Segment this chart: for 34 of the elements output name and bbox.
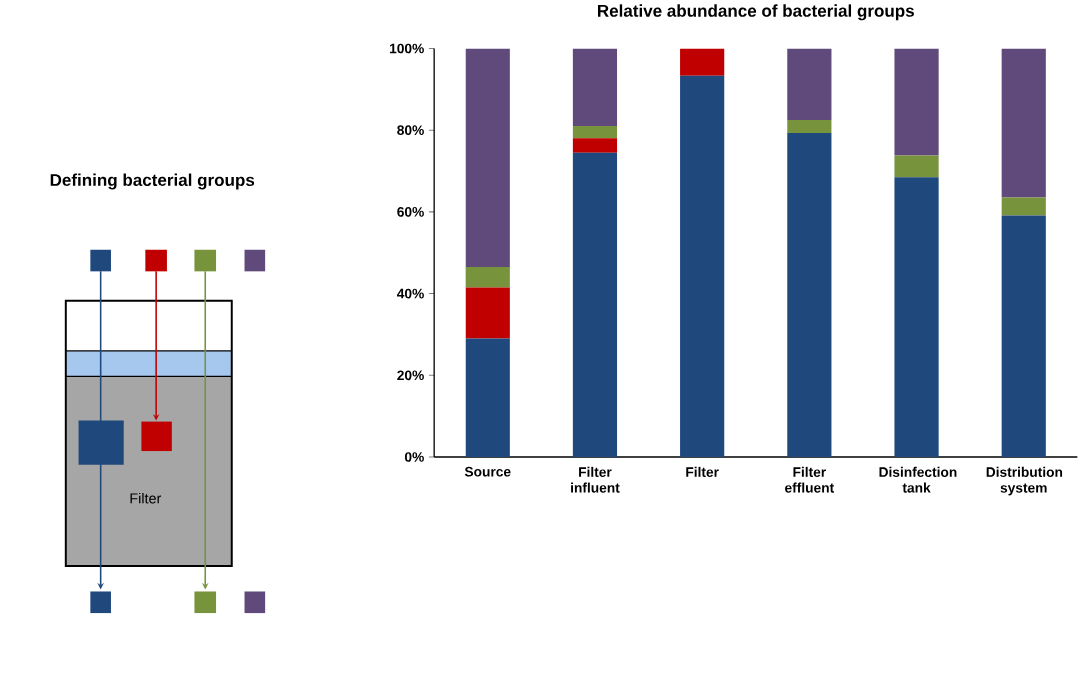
- bar: [787, 48, 832, 121]
- bar: [787, 133, 832, 458]
- bar: [572, 48, 618, 127]
- y-tick-label: 100%: [390, 43, 424, 54]
- bar: [465, 338, 510, 458]
- x-tick-label: Filter effluent: [785, 466, 835, 493]
- x-tick-label: Filter: [686, 466, 719, 478]
- bar: [894, 155, 939, 178]
- bar: [787, 120, 832, 134]
- bar: [572, 152, 618, 458]
- bar: [465, 267, 510, 288]
- bar: [894, 48, 939, 156]
- bar: [680, 75, 725, 458]
- y-tick-label: 0%: [404, 452, 424, 462]
- y-tick-label: 20%: [397, 370, 424, 381]
- x-tick-label: Disinfection tank: [879, 466, 957, 493]
- bar: [894, 177, 939, 458]
- text: Defining bacterial groups: [50, 173, 255, 190]
- bar: [1001, 48, 1046, 198]
- bar: [1001, 197, 1046, 216]
- x-tick-label: Distribution system: [986, 466, 1063, 496]
- bar: [680, 48, 725, 76]
- y-tick-label: 40%: [396, 288, 424, 299]
- text: Filter: [130, 493, 162, 504]
- bar: [1001, 215, 1046, 458]
- y-tick-label: 80%: [397, 125, 424, 136]
- y-tick-label: 60%: [397, 207, 424, 217]
- bar: [465, 48, 510, 268]
- x-tick-label: Source: [464, 466, 511, 477]
- bar: [572, 126, 618, 139]
- bar: [572, 138, 618, 153]
- bar: [465, 287, 510, 339]
- chart-title: Relative abundance of bacterial groups: [597, 4, 914, 21]
- x-tick-label: Filter influent: [571, 466, 620, 493]
